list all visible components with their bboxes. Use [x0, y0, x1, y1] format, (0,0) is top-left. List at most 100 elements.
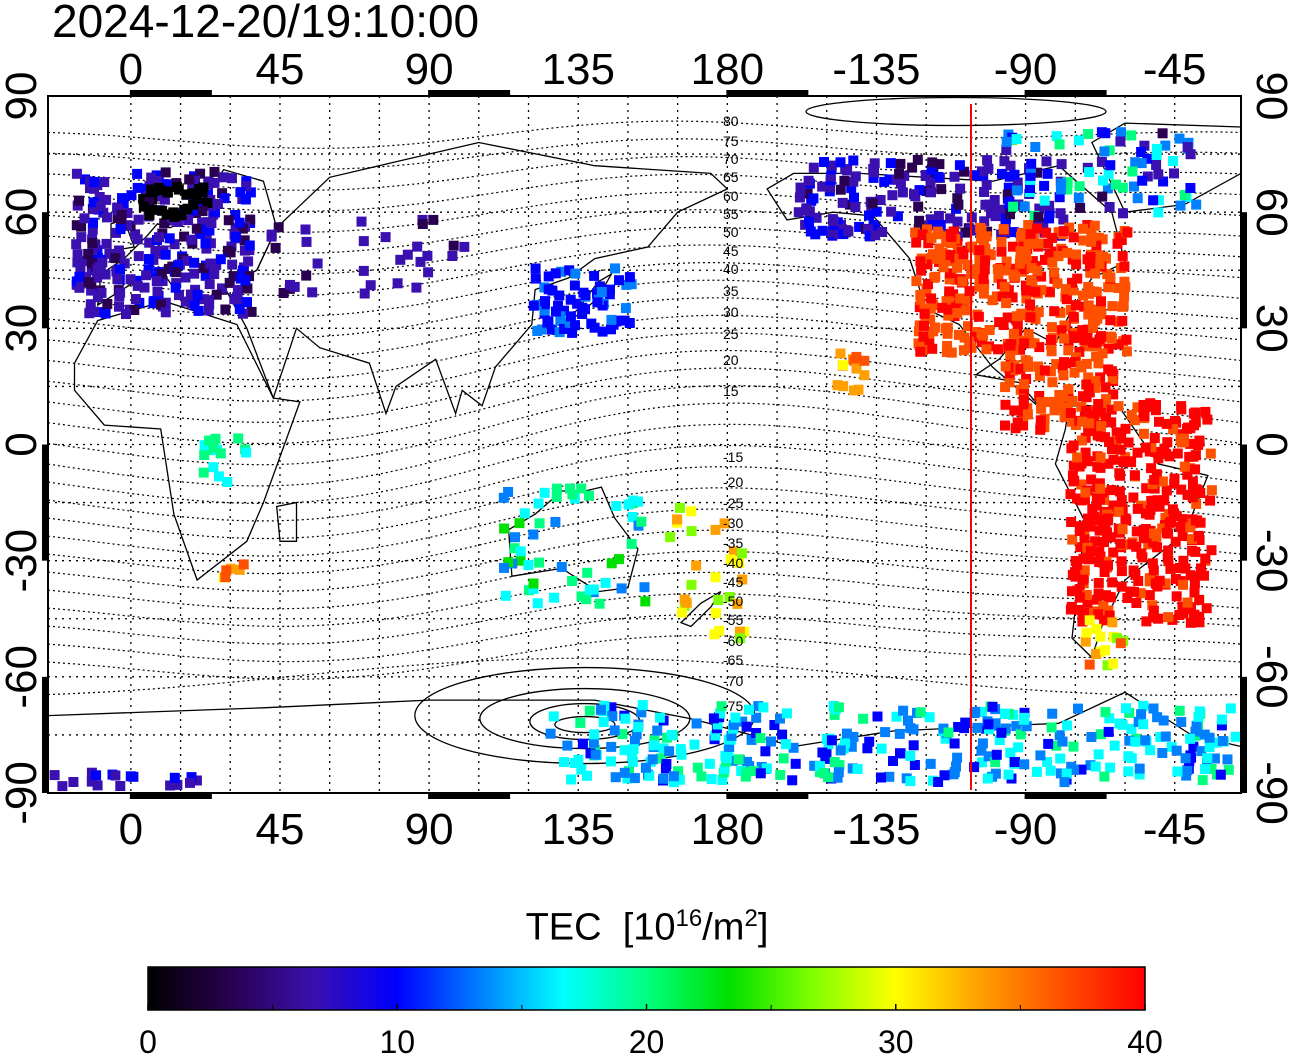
tec-scandinavia-low: [188, 199, 199, 210]
tec-south-america: [1086, 474, 1097, 485]
tec-south-america: [1108, 500, 1119, 511]
tec-south-america: [1072, 452, 1083, 463]
bottom-tick-label: 135: [542, 805, 615, 854]
tec-central-america: [1049, 405, 1060, 416]
tec-australia: [515, 546, 526, 557]
left-tick-label: -30: [0, 529, 46, 593]
tec-antarctica: [654, 712, 665, 723]
tec-antarctica: [1145, 745, 1156, 756]
tec-antarctica: [689, 739, 700, 750]
tec-south-america: [1182, 489, 1193, 500]
tec-antarctica: [1076, 764, 1087, 775]
tec-north-america: [1047, 232, 1058, 243]
tec-antarctica: [675, 744, 686, 755]
tec-north-america: [1082, 254, 1093, 265]
tec-antarctica: [649, 740, 660, 751]
tec-central-america: [1045, 396, 1056, 407]
tec-antarctica: [781, 708, 792, 719]
tec-east-asia: [619, 315, 630, 326]
left-tick-label: -90: [0, 761, 46, 825]
tec-north-america: [1026, 263, 1037, 273]
tec-south-america: [1148, 565, 1159, 576]
tec-antarctica: [1172, 766, 1183, 777]
tec-north-america: [996, 246, 1007, 257]
tec-canada-north: [979, 216, 990, 227]
tec-central-asia: [417, 219, 428, 229]
tec-arctic: [1153, 207, 1164, 218]
tec-north-america: [952, 308, 963, 319]
tec-antarctica: [1055, 768, 1066, 779]
tec-antarctica-west: [91, 770, 102, 781]
tec-east-asia: [605, 284, 615, 295]
tec-north-america: [1119, 291, 1130, 302]
tec-south-america: [1077, 609, 1088, 620]
tec-south-america: [1170, 416, 1180, 426]
tec-europe: [237, 223, 248, 234]
tec-antarctica: [1223, 764, 1234, 775]
tec-australia: [594, 598, 605, 609]
contour-line: [48, 297, 1241, 360]
tec-central-america: [1018, 420, 1029, 431]
tec-patagonia: [1115, 638, 1126, 649]
contour-line: [48, 614, 1241, 663]
tec-europe: [83, 248, 94, 259]
tec-central-asia: [402, 249, 413, 260]
tec-north-america: [1011, 311, 1022, 322]
tec-north-america: [915, 346, 926, 357]
tec-europe: [171, 267, 182, 278]
tec-north-america: [998, 224, 1009, 235]
tec-north-america: [958, 345, 969, 356]
tec-east-africa: [198, 467, 209, 478]
tec-antarctica: [746, 734, 757, 745]
tec-canada-north: [1008, 227, 1019, 238]
tec-europe: [180, 272, 191, 283]
tec-south-america: [1128, 492, 1139, 503]
tec-antarctica: [895, 748, 905, 759]
tec-europe: [205, 258, 216, 269]
tec-australia: [636, 516, 647, 527]
tec-east-africa: [233, 433, 244, 444]
tec-antarctica: [780, 739, 791, 750]
tec-antarctica: [1180, 753, 1191, 764]
tec-antarctica: [691, 718, 702, 729]
tec-canada-north: [804, 216, 814, 227]
tec-south-america: [1081, 589, 1092, 600]
tec-antarctica: [834, 760, 845, 771]
tec-antarctica: [658, 773, 669, 784]
tec-central-asia: [273, 222, 284, 233]
tec-europe: [101, 238, 112, 249]
tec-antarctica: [704, 758, 715, 769]
tec-pacific-south: [735, 633, 746, 644]
right-tick-label: 0: [1247, 432, 1294, 456]
tec-europe: [131, 275, 142, 286]
tec-central-asia: [412, 241, 423, 252]
tec-antarctica: [833, 767, 844, 778]
tec-canada-north: [867, 198, 878, 209]
tec-europe: [122, 220, 133, 231]
tec-scandinavia-low: [157, 205, 168, 216]
tec-north-america: [997, 291, 1008, 302]
tec-south-america: [1178, 608, 1189, 619]
tec-north-america: [955, 293, 966, 304]
tec-antarctica: [1055, 753, 1066, 764]
tec-antarctica: [1185, 733, 1196, 744]
tec-south-america: [1185, 522, 1196, 533]
tec-europe: [80, 174, 90, 185]
tec-europe: [230, 232, 241, 243]
tec-europe: [89, 177, 100, 187]
tec-antarctica: [876, 743, 887, 754]
tec-north-america: [979, 264, 990, 275]
tec-central-america: [1059, 402, 1070, 413]
tec-scandinavia-low: [144, 197, 155, 208]
tec-antarctica: [788, 742, 799, 753]
tec-east-asia: [536, 324, 547, 335]
tec-arctic: [1025, 170, 1036, 181]
tec-pacific-south: [737, 574, 748, 585]
tec-canada-north: [1044, 207, 1055, 218]
tec-south-america: [1171, 591, 1182, 602]
tec-canada-north: [933, 171, 944, 182]
contour-line: [48, 529, 1241, 592]
tec-north-america: [1060, 284, 1071, 295]
tec-antarctica: [728, 719, 739, 730]
